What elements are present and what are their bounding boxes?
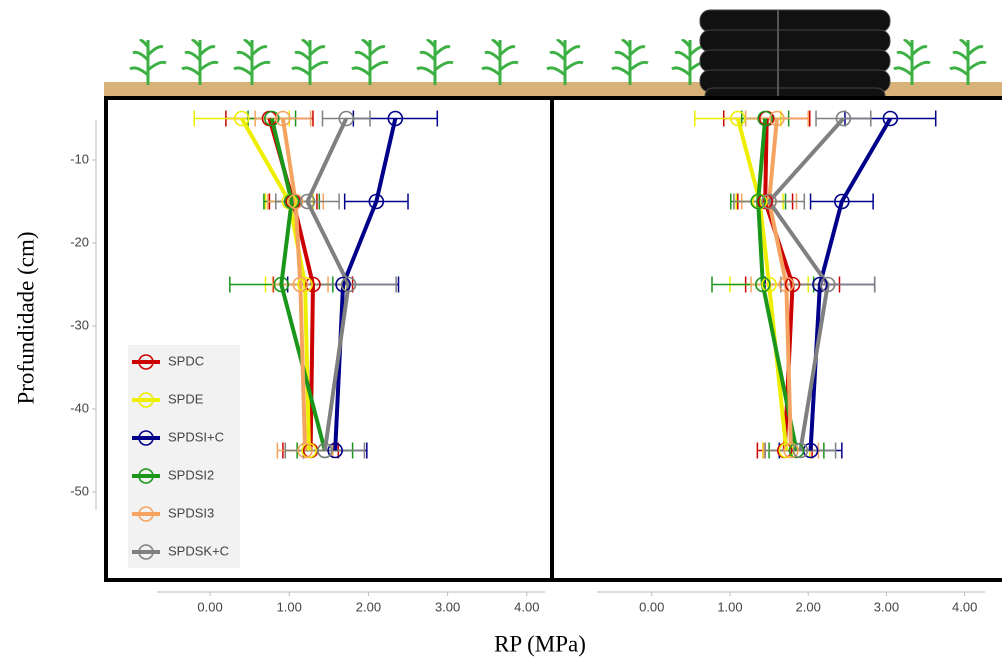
legend-marker — [138, 430, 154, 446]
marker — [335, 276, 351, 293]
marker — [233, 110, 250, 127]
x-tick-label: 0.00 — [197, 599, 222, 614]
decoration — [104, 9, 1002, 105]
lines — [239, 117, 398, 452]
marker — [730, 110, 746, 127]
marker — [275, 110, 291, 127]
series-line — [766, 117, 845, 451]
y-tick-label: -20 — [70, 234, 89, 249]
series-line — [333, 118, 398, 451]
marker — [301, 442, 317, 459]
marker — [273, 276, 290, 293]
x-axis-title: RP (MPa) — [494, 631, 586, 656]
marker — [368, 193, 385, 210]
legend-label: SPDSK+C — [168, 543, 229, 558]
marker — [812, 276, 828, 293]
series-line — [767, 118, 793, 451]
x-tick-label: 0.00 — [639, 599, 664, 614]
marker — [750, 193, 766, 210]
marker — [792, 442, 809, 459]
x-tick-label: 3.00 — [874, 599, 899, 614]
legend-marker — [138, 354, 154, 370]
legend-marker — [138, 506, 154, 522]
markers — [233, 110, 404, 459]
legend-marker — [138, 544, 154, 560]
marker — [340, 276, 357, 293]
marker — [299, 193, 316, 210]
marker — [297, 276, 313, 293]
marker — [287, 193, 304, 210]
marker — [769, 110, 785, 127]
legend-label: SPDSI+C — [168, 429, 224, 444]
marker — [283, 193, 300, 210]
x-tick-label: 1.00 — [717, 599, 742, 614]
x-tick-label: 3.00 — [435, 599, 460, 614]
marker — [297, 442, 313, 459]
x-tick-label: 2.00 — [356, 599, 381, 614]
legend-box — [128, 345, 240, 568]
panel-frame — [550, 96, 1002, 582]
x-tick-label: 2.00 — [796, 599, 821, 614]
marker — [788, 442, 805, 459]
marker — [757, 193, 773, 210]
marker — [819, 276, 836, 293]
series-line — [756, 118, 799, 451]
marker — [835, 110, 852, 127]
x-tick-label: 4.00 — [514, 599, 539, 614]
legend-marker — [138, 468, 154, 484]
marker — [387, 110, 404, 127]
legend-label: SPDC — [168, 353, 204, 368]
marker — [882, 110, 899, 127]
series-line — [280, 118, 308, 451]
lines — [735, 117, 893, 451]
marker — [783, 442, 799, 459]
marker — [757, 110, 773, 127]
x-tick-label: 1.00 — [277, 599, 302, 614]
marker — [327, 442, 343, 459]
legend-label: SPDE — [168, 391, 204, 406]
marker — [338, 110, 355, 127]
legend-marker — [138, 392, 154, 408]
legend-label: SPDSI2 — [168, 467, 214, 482]
marker — [317, 442, 333, 459]
y-tick-label: -30 — [70, 317, 89, 332]
y-tick-label: -50 — [70, 483, 89, 498]
x-tick-label: 4.00 — [952, 599, 977, 614]
marker — [264, 110, 280, 127]
marker — [778, 276, 795, 293]
legend-label: SPDSI3 — [168, 505, 214, 520]
y-tick-label: -10 — [70, 151, 89, 166]
markers — [730, 110, 899, 459]
y-tick-label: -40 — [70, 400, 89, 415]
marker — [761, 276, 777, 293]
marker — [761, 193, 777, 210]
marker — [755, 276, 771, 293]
marker — [834, 193, 850, 210]
series-line — [305, 117, 351, 451]
marker — [305, 276, 321, 293]
marker — [784, 276, 801, 293]
marker — [292, 276, 309, 293]
y-axis-title: Profundidade (cm) — [13, 231, 38, 404]
